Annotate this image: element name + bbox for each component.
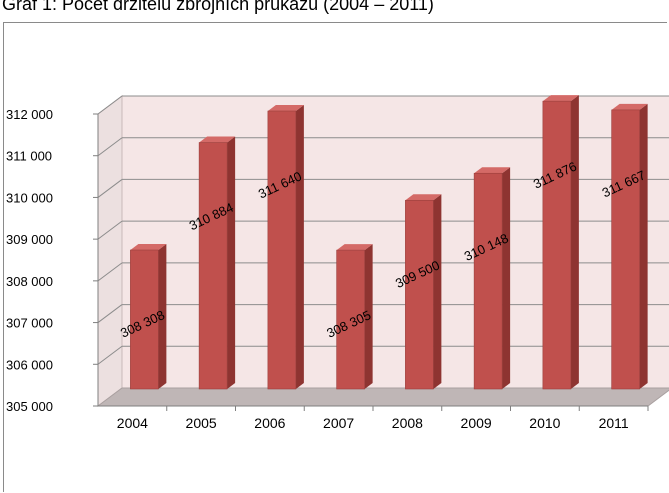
bar-2004 <box>130 244 167 390</box>
floor <box>96 387 669 407</box>
y-tick-label: 310 000 <box>6 190 53 205</box>
bar-front <box>542 100 572 390</box>
y-tick-label: 307 000 <box>6 316 53 331</box>
bar-side <box>227 136 236 389</box>
bar-2006 <box>267 105 304 390</box>
bar-front <box>611 109 640 390</box>
bar-2011 <box>611 103 648 390</box>
bar-top <box>336 244 373 251</box>
bar-front <box>198 142 228 390</box>
gridline-side <box>97 179 123 198</box>
y-tick-label: 309 000 <box>6 232 53 247</box>
bar-front <box>130 249 159 390</box>
bar-top <box>199 136 236 143</box>
x-tick-label: 2008 <box>392 415 423 431</box>
chart-frame <box>3 22 667 492</box>
gridline-side <box>97 262 123 282</box>
x-tick-label: 2006 <box>254 415 285 431</box>
side-wall <box>97 95 123 407</box>
gridline-side <box>97 137 123 157</box>
gridline-side <box>97 304 123 323</box>
x-tick-label: 2009 <box>461 415 492 431</box>
bar-2005 <box>198 136 236 390</box>
bar-side <box>639 103 648 389</box>
chart-title: Graf 1: Počet držitelů zbrojních průkazů… <box>2 0 434 14</box>
x-tick-label: 2010 <box>529 415 560 431</box>
bar-front <box>267 110 297 390</box>
bar-side <box>433 194 442 389</box>
bar-2008 <box>405 194 442 390</box>
bar-front <box>405 199 434 390</box>
bar-2007 <box>336 244 373 390</box>
y-tick-label: 308 000 <box>6 274 53 289</box>
x-tick-label: 2004 <box>117 415 148 431</box>
bar-side <box>364 244 373 389</box>
y-axis-ticks: 305 000 306 000 307 000 308 000 309 000 310 0… <box>6 107 648 414</box>
x-tick-label: 2011 <box>599 415 629 431</box>
y-tick-label: 311 000 <box>6 149 52 164</box>
x-axis-ticks: 2004 2005 2006 2007 2008 2009 2010 2011 <box>117 406 649 431</box>
bar-front <box>473 172 503 390</box>
bar-top <box>542 95 579 102</box>
gridline-side <box>97 95 123 115</box>
bar-side <box>570 95 579 389</box>
x-tick-label: 2005 <box>186 415 217 431</box>
y-tick-label: 312 000 <box>6 107 53 122</box>
bar-side <box>502 167 511 389</box>
bar-2010 <box>542 95 579 390</box>
y-tick-label: 305 000 <box>6 399 53 414</box>
bar-side <box>295 105 304 389</box>
bars <box>130 95 648 390</box>
bar-top <box>267 105 304 112</box>
chart-background <box>96 95 669 407</box>
bar-2009 <box>473 167 511 390</box>
bar-top <box>130 244 167 251</box>
bar-top <box>405 194 442 201</box>
y-tick-label: 306 000 <box>6 357 53 372</box>
gridline-side <box>97 345 123 365</box>
bar-front <box>336 249 365 390</box>
gridline-side <box>97 220 123 240</box>
x-tick-label: 2007 <box>323 415 354 431</box>
bar-top <box>474 167 511 174</box>
bar-top <box>611 103 648 110</box>
bar-side <box>158 244 167 389</box>
